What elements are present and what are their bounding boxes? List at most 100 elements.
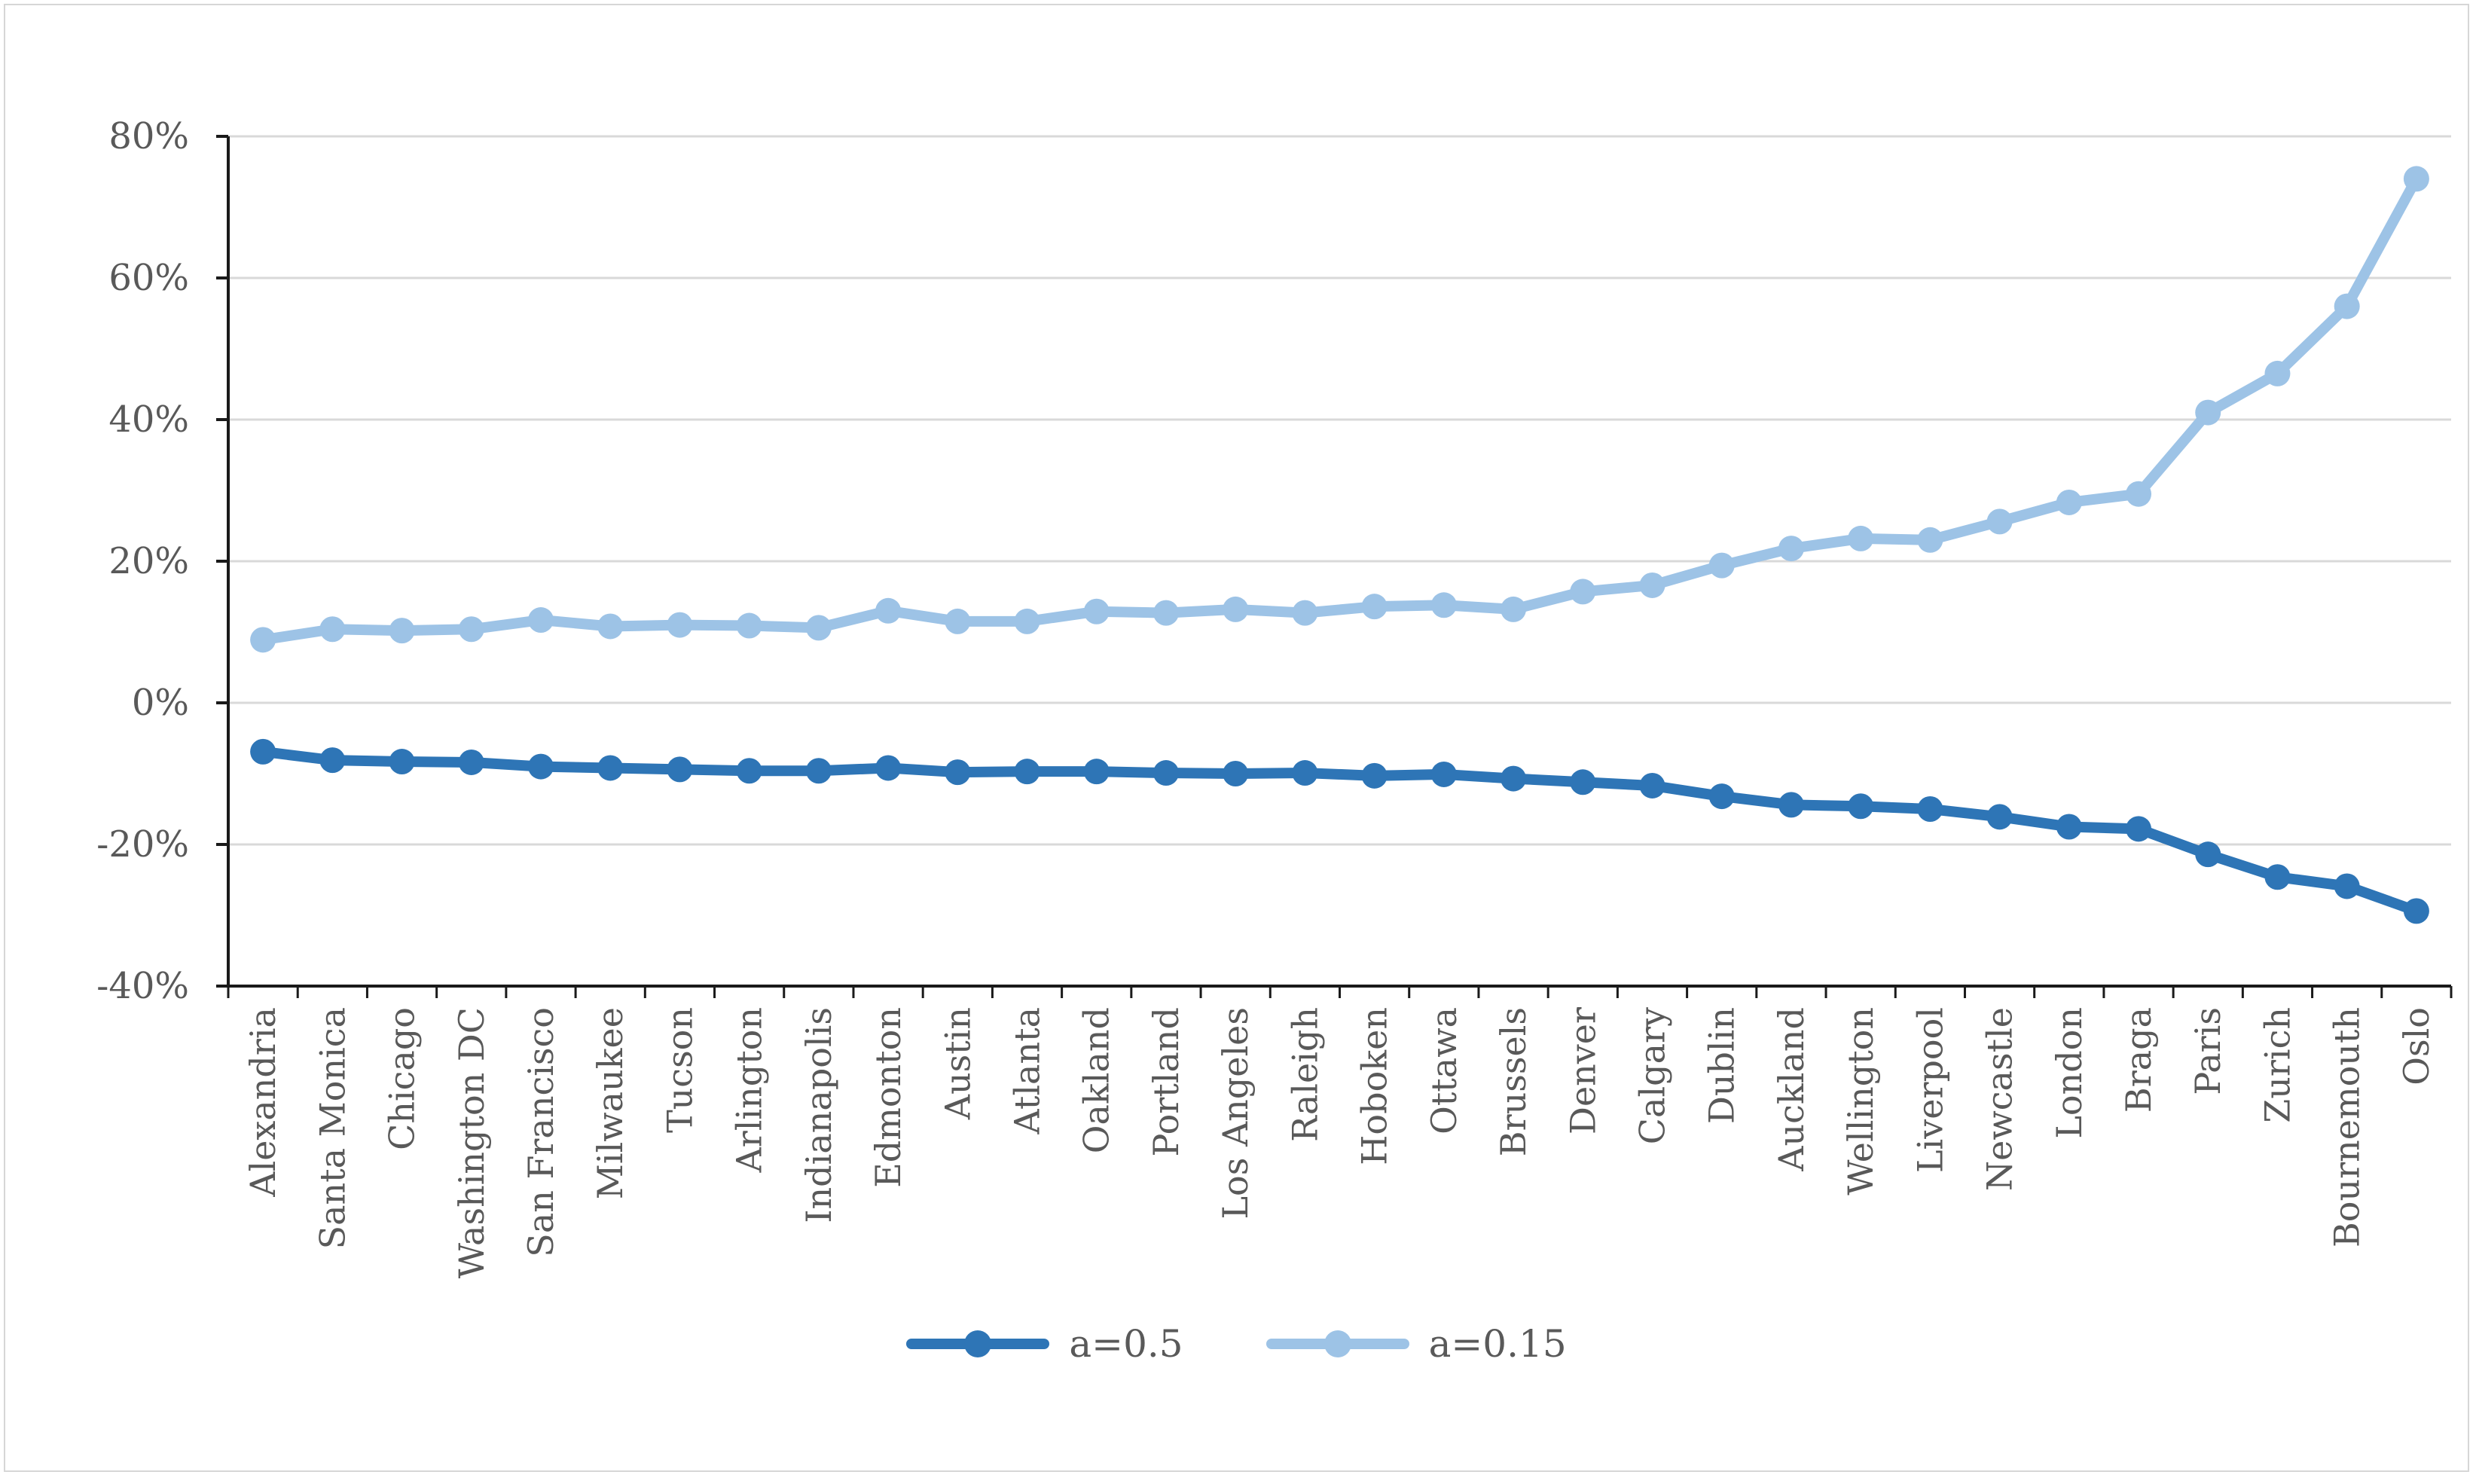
y-tick-label-80%: 80% [108,115,189,157]
x-tick-label-Bournemouth: Bournemouth [2327,1007,2368,1247]
data-point-a=0.15-Edmonton [875,597,902,624]
data-point-a=0.15-Liverpool [1917,527,1943,553]
x-tick-label-Braga: Braga [2118,1007,2159,1113]
data-point-a=0.15-Wellington [1848,525,1874,551]
x-tick-label-Raleigh: Raleigh [1284,1007,1325,1142]
data-point-a=0.5-Brussels [1501,765,1527,792]
data-point-a=0.5-Bournemouth [2334,873,2360,899]
data-point-a=0.5-Indianapolis [805,758,832,784]
legend-line-swatch-light-blue [1265,1330,1409,1357]
data-point-a=0.15-Auckland [1778,536,1804,562]
x-tick-label-Brussels: Brussels [1493,1007,1534,1156]
x-tick-label-Arlington: Arlington [729,1007,770,1174]
x-tick-label-Zurich: Zurich [2257,1007,2297,1123]
data-point-a=0.15-Indianapolis [805,615,832,641]
x-tick-label-Milwaukee: Milwaukee [590,1007,630,1199]
x-tick-label-San Francisco: San Francisco [521,1007,561,1257]
data-point-a=0.15-Paris [2195,399,2221,426]
data-point-a=0.5-Oslo [2403,898,2429,924]
data-point-a=0.5-Tucson [667,756,693,783]
x-tick-label-Portland: Portland [1146,1007,1186,1156]
y-tick-label--40%: -40% [96,965,189,1007]
data-point-a=0.15-Tucson [667,612,693,638]
x-tick-label-Liverpool: Liverpool [1910,1007,1950,1173]
x-tick-label-Newcastle: Newcastle [1980,1007,2020,1191]
data-point-a=0.15-Alexandria [250,627,276,653]
data-point-a=0.5-Los Angeles [1223,761,1249,786]
data-point-a=0.15-Austin [945,608,971,634]
x-tick-label-Denver: Denver [1562,1007,1603,1134]
legend-item-a015: a=0.15 [1265,1322,1567,1366]
data-point-a=0.5-Raleigh [1292,760,1318,786]
data-point-a=0.5-Milwaukee [597,755,624,781]
x-tick-label-London: London [2049,1007,2090,1139]
data-point-a=0.15-Los Angeles [1223,596,1249,622]
data-point-a=0.5-Atlanta [1014,759,1040,785]
data-point-a=0.15-Ottawa [1430,592,1457,618]
x-tick-label-Paris: Paris [2187,1007,2228,1095]
data-point-a=0.15-Oakland [1083,598,1110,624]
x-tick-label-Indianapolis: Indianapolis [798,1007,839,1223]
data-point-a=0.15-Bournemouth [2334,293,2360,319]
data-point-a=0.5-Dublin [1708,783,1735,810]
data-point-a=0.15-London [2056,489,2082,515]
data-point-a=0.15-Denver [1570,579,1596,605]
series-line-a=0.15 [258,173,2422,646]
data-point-a=0.5-Arlington [736,758,762,784]
legend-line-swatch-dark-blue [906,1330,1050,1357]
data-point-a=0.5-Hoboken [1361,762,1388,789]
x-tick-label-Edmonton: Edmonton [868,1007,908,1188]
data-point-a=0.5-Ottawa [1430,761,1457,787]
data-point-a=0.15-Brussels [1501,596,1527,622]
data-point-a=0.15-Portland [1153,600,1179,626]
x-tick-label-Dublin: Dublin [1702,1007,1742,1124]
data-point-a=0.5-Wellington [1848,793,1874,820]
x-tick-label-Atlanta: Atlanta [1007,1007,1048,1135]
data-point-a=0.5-Liverpool [1917,796,1943,822]
x-tick-label-Los Angeles: Los Angeles [1215,1007,1256,1220]
x-tick-label-Calgary: Calgary [1632,1007,1672,1144]
legend-marker-dot [1323,1330,1351,1357]
data-point-a=0.15-Hoboken [1361,594,1388,620]
data-point-a=0.5-Portland [1153,760,1179,786]
x-tick-label-Ottawa: Ottawa [1424,1007,1464,1134]
data-point-a=0.15-Calgary [1639,572,1665,598]
x-tick-label-Alexandria: Alexandria [243,1007,283,1198]
x-tick-label-Wellington: Wellington [1840,1007,1881,1195]
x-tick-label-Hoboken: Hoboken [1354,1007,1395,1165]
legend-item-a05: a=0.5 [906,1325,1183,1363]
data-point-a=0.15-San Francisco [527,607,554,634]
data-point-a=0.5-San Francisco [527,753,554,780]
x-tick-label-Washington DC: Washington DC [451,1007,492,1278]
x-tick-label-Austin: Austin [937,1007,978,1120]
chart-legend: a=0.5 a=0.15 [5,1325,2468,1363]
data-point-a=0.15-Raleigh [1292,600,1318,626]
data-point-a=0.5-Chicago [389,749,415,775]
chart-frame: 80% 60% 40% 20% 0% -20% -40% Alexandria Santa Mo… [4,4,2469,1472]
legend-label: a=0.15 [1428,1322,1567,1366]
data-point-a=0.15-Milwaukee [597,613,624,640]
legend-marker-dot [964,1330,992,1357]
data-point-a=0.15-Braga [2126,481,2152,507]
data-point-a=0.15-Zurich [2264,360,2291,386]
legend-label: a=0.5 [1069,1322,1183,1366]
data-point-a=0.5-Paris [2195,841,2221,868]
data-point-a=0.5-Santa Monica [319,747,346,774]
data-point-a=0.5-Austin [945,759,971,786]
data-point-a=0.5-Newcastle [1986,804,2013,830]
data-point-a=0.5-Zurich [2264,864,2291,890]
data-point-a=0.15-Newcastle [1986,508,2013,535]
data-point-a=0.15-Chicago [389,618,415,644]
x-tick-label-Oakland: Oakland [1076,1007,1117,1153]
data-point-a=0.5-Auckland [1778,792,1804,818]
x-tick-label-Oslo: Oslo [2396,1007,2437,1086]
y-tick-label-0%: 0% [132,682,189,724]
data-point-a=0.5-Washington DC [458,749,484,775]
data-point-a=0.15-Santa Monica [319,616,346,643]
data-point-a=0.15-Washington DC [458,616,484,643]
data-point-a=0.15-Atlanta [1014,608,1040,634]
data-point-a=0.5-London [2056,814,2082,840]
series-line-a=0.5 [258,746,2422,917]
data-point-a=0.5-Alexandria [250,738,276,765]
data-point-a=0.15-Oslo [2403,166,2429,192]
